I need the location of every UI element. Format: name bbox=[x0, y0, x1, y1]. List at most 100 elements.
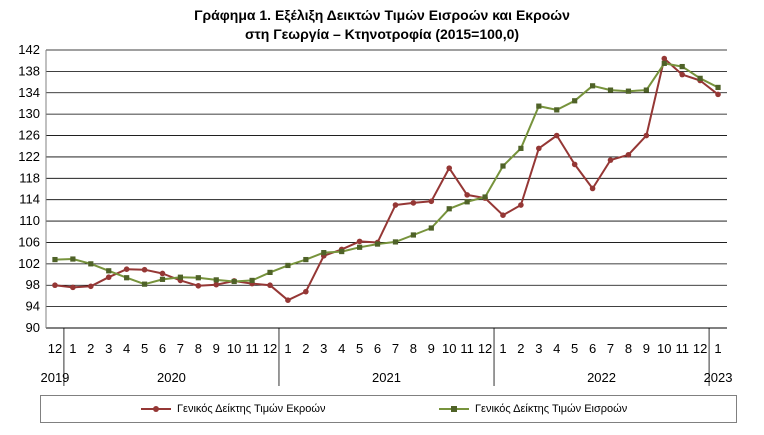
x-tick-label-month: 9 bbox=[213, 341, 220, 356]
x-tick-label-month: 1 bbox=[499, 341, 506, 356]
line-chart: 9094981021061101141181221261301341381421… bbox=[18, 42, 733, 386]
data-point-inputs bbox=[124, 275, 130, 281]
x-tick-label-month: 4 bbox=[123, 341, 130, 356]
x-tick-label-year: 2023 bbox=[704, 370, 733, 385]
data-point-inputs bbox=[213, 277, 219, 283]
data-point-outputs bbox=[553, 132, 560, 139]
data-point-inputs bbox=[231, 278, 237, 285]
data-point-outputs bbox=[446, 165, 453, 171]
legend-item-outputs: Γενικός Δείκτης Τιμών Εκροών bbox=[141, 403, 326, 415]
data-point-outputs bbox=[52, 282, 58, 289]
data-point-inputs bbox=[589, 83, 596, 89]
data-point-inputs bbox=[464, 199, 470, 205]
data-point-inputs bbox=[52, 256, 58, 263]
x-tick-label-month: 10 bbox=[442, 341, 456, 356]
data-point-outputs bbox=[518, 202, 524, 208]
y-tick-label: 114 bbox=[19, 192, 40, 207]
x-tick-label-month: 12 bbox=[478, 341, 492, 356]
x-tick-label-month: 1 bbox=[284, 341, 291, 356]
x-tick-label-month: 11 bbox=[675, 341, 689, 356]
data-point-inputs bbox=[88, 261, 94, 267]
data-point-inputs bbox=[303, 256, 309, 263]
x-tick-label-month: 2 bbox=[517, 341, 524, 356]
data-point-outputs bbox=[159, 270, 166, 277]
data-point-inputs bbox=[285, 262, 291, 269]
x-tick-label-month: 11 bbox=[460, 341, 474, 356]
x-tick-label-month: 3 bbox=[320, 341, 327, 356]
chart-title: Γράφημα 1. Εξέλιξη Δεικτών Τιμών Εισροών… bbox=[0, 6, 764, 44]
y-tick-label: 118 bbox=[19, 170, 40, 185]
x-tick-label-month: 12 bbox=[263, 341, 277, 356]
data-point-inputs bbox=[195, 275, 201, 281]
data-point-outputs bbox=[195, 282, 202, 289]
x-tick-label-month: 11 bbox=[245, 341, 259, 356]
data-point-outputs bbox=[303, 288, 309, 295]
data-point-outputs bbox=[213, 281, 220, 288]
data-point-inputs bbox=[697, 75, 703, 81]
data-point-inputs bbox=[500, 163, 506, 169]
x-tick-label-month: 10 bbox=[227, 341, 241, 356]
x-tick-label-month: 4 bbox=[553, 341, 560, 356]
y-tick-label: 102 bbox=[18, 256, 40, 271]
data-point-inputs bbox=[572, 98, 578, 104]
y-tick-label: 142 bbox=[18, 42, 40, 57]
x-tick-label-month: 8 bbox=[195, 341, 202, 356]
data-point-inputs bbox=[159, 276, 166, 282]
data-point-inputs bbox=[177, 274, 184, 280]
x-tick-label-month: 5 bbox=[141, 341, 148, 356]
y-tick-label: 138 bbox=[18, 63, 40, 78]
data-point-outputs bbox=[625, 151, 632, 158]
data-point-inputs bbox=[249, 277, 255, 284]
data-point-outputs bbox=[643, 132, 650, 139]
x-tick-label-month: 4 bbox=[338, 341, 345, 356]
data-point-inputs bbox=[70, 256, 76, 262]
data-point-inputs bbox=[428, 225, 434, 231]
x-tick-label-month: 2 bbox=[302, 341, 309, 356]
data-point-outputs bbox=[536, 145, 542, 152]
data-point-inputs bbox=[106, 268, 112, 274]
x-tick-label-year: 2021 bbox=[372, 370, 401, 385]
data-point-outputs bbox=[428, 198, 435, 205]
x-tick-label-month: 5 bbox=[571, 341, 578, 356]
data-point-inputs bbox=[357, 244, 363, 250]
legend-item-inputs: Γενικός Δείκτης Τιμών Εισροών bbox=[439, 403, 627, 415]
data-point-inputs bbox=[141, 281, 148, 287]
x-tick-label-month: 5 bbox=[356, 341, 363, 356]
x-tick-label-month: 6 bbox=[374, 341, 381, 356]
data-point-inputs bbox=[607, 87, 614, 93]
chart-title-line2: στη Γεωργία – Κτηνοτροφία (2015=100,0) bbox=[244, 26, 520, 42]
data-point-inputs bbox=[625, 88, 632, 94]
data-point-inputs bbox=[643, 87, 649, 93]
x-tick-label-month: 1 bbox=[69, 341, 76, 356]
x-tick-label-year: 2019 bbox=[40, 370, 69, 385]
data-point-outputs bbox=[123, 266, 130, 272]
data-point-outputs bbox=[571, 161, 578, 168]
data-point-inputs bbox=[679, 63, 685, 70]
data-point-inputs bbox=[374, 241, 381, 247]
x-tick-label-year: 2020 bbox=[157, 370, 186, 385]
x-tick-label-year: 2022 bbox=[587, 370, 616, 385]
x-tick-label-month: 10 bbox=[657, 341, 671, 356]
x-tick-label-month: 12 bbox=[48, 341, 62, 356]
x-tick-label-month: 2 bbox=[87, 341, 94, 356]
data-point-outputs bbox=[661, 55, 668, 62]
x-tick-label-month: 7 bbox=[392, 341, 399, 356]
data-point-inputs bbox=[554, 107, 560, 113]
data-point-outputs bbox=[105, 274, 112, 281]
data-point-inputs bbox=[536, 103, 542, 109]
data-point-inputs bbox=[321, 250, 327, 256]
data-point-outputs bbox=[356, 238, 363, 245]
y-tick-label: 94 bbox=[26, 299, 40, 314]
data-point-inputs bbox=[339, 248, 345, 255]
data-point-outputs bbox=[410, 200, 417, 206]
y-tick-label: 98 bbox=[26, 277, 40, 292]
data-point-inputs bbox=[482, 194, 488, 200]
x-tick-label-month: 7 bbox=[607, 341, 614, 356]
data-point-inputs bbox=[661, 60, 667, 66]
x-tick-label-month: 6 bbox=[159, 341, 166, 356]
x-tick-label-month: 3 bbox=[535, 341, 542, 356]
data-point-inputs bbox=[392, 239, 399, 245]
x-tick-label-month: 3 bbox=[105, 341, 112, 356]
series-line-outputs bbox=[54, 57, 719, 302]
data-point-inputs bbox=[518, 145, 524, 151]
